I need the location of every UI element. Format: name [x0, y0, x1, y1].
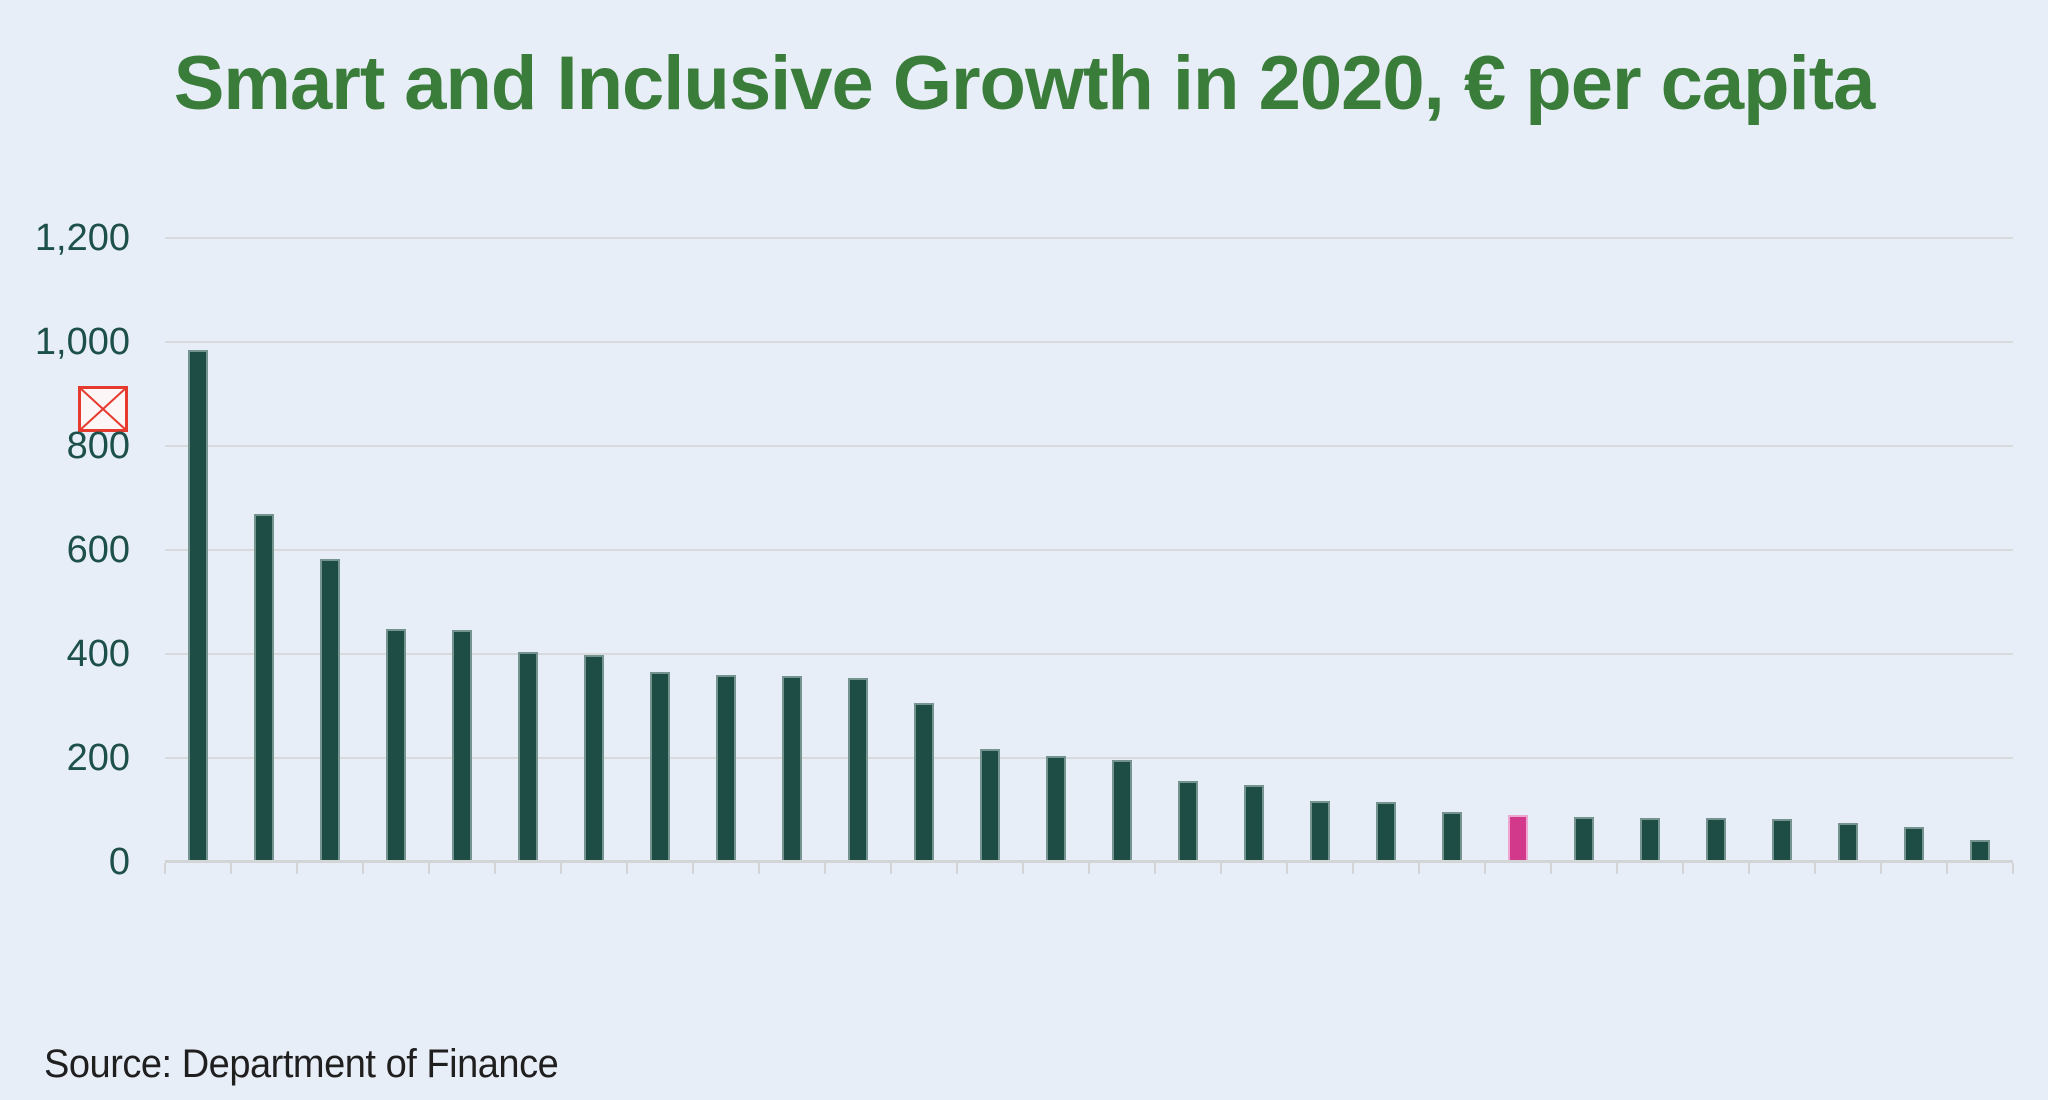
x-axis-tick [1154, 863, 1156, 874]
gridline [165, 237, 2013, 239]
broken-image-icon [78, 386, 128, 432]
x-axis-line [165, 860, 2013, 863]
y-tick-label: 1,000 [34, 321, 130, 363]
bar-chart-plot-area: 1,200 1,000 800 600 400 200 0 [35, 217, 2014, 883]
bar-highlighted [1508, 815, 1528, 860]
bar [848, 678, 868, 860]
bar [1970, 840, 1990, 860]
bar [1574, 817, 1594, 860]
bar [320, 559, 340, 860]
x-axis-tick [1220, 863, 1222, 874]
x-axis-tick [494, 863, 496, 874]
x-axis-tick [296, 863, 298, 874]
source-note: Source: Department of Finance [44, 1042, 559, 1086]
x-axis-tick [824, 863, 826, 874]
x-axis-tick [1748, 863, 1750, 874]
bar [1112, 760, 1132, 860]
bar [518, 652, 538, 860]
x-axis-tick [1814, 863, 1816, 874]
x-axis-tick [1880, 863, 1882, 874]
x-axis-tick [362, 863, 364, 874]
bar [254, 514, 274, 860]
y-tick-label: 400 [66, 633, 130, 675]
bar [1244, 785, 1264, 860]
bar [1376, 802, 1396, 860]
bar [188, 350, 208, 860]
x-axis-tick [560, 863, 562, 874]
x-axis-tick [758, 863, 760, 874]
bar [386, 629, 406, 860]
gridline [165, 445, 2013, 447]
bar [782, 676, 802, 860]
bar [1442, 812, 1462, 860]
bar [980, 749, 1000, 860]
x-axis-tick [1550, 863, 1552, 874]
x-axis-tick [890, 863, 892, 874]
gridline [165, 757, 2013, 759]
y-tick-label: 0 [108, 841, 130, 883]
bar [452, 630, 472, 860]
bar [650, 672, 670, 860]
x-axis-tick [692, 863, 694, 874]
bar [1904, 827, 1924, 860]
x-axis-tick [164, 863, 166, 874]
x-axis-tick [1682, 863, 1684, 874]
chart-title: Smart and Inclusive Growth in 2020, € pe… [173, 41, 1876, 126]
x-axis-tick [1418, 863, 1420, 874]
bar [1178, 781, 1198, 860]
x-axis-tick [1352, 863, 1354, 874]
x-axis-tick [956, 863, 958, 874]
x-axis-tick [1286, 863, 1288, 874]
bar [1772, 819, 1792, 860]
y-tick-label: 600 [66, 529, 130, 571]
x-axis-tick [2012, 863, 2014, 874]
y-tick-label: 800 [66, 425, 130, 467]
bar [584, 655, 604, 860]
x-axis-tick [1946, 863, 1948, 874]
bar [1310, 801, 1330, 860]
x-axis-tick [230, 863, 232, 874]
bar [1706, 818, 1726, 860]
bar [716, 675, 736, 860]
bar [1046, 756, 1066, 860]
x-axis-tick [428, 863, 430, 874]
gridline [165, 341, 2013, 343]
bar [1838, 823, 1858, 860]
x-axis-tick [1484, 863, 1486, 874]
y-tick-label: 1,200 [34, 217, 130, 259]
bar [914, 703, 934, 860]
x-axis-tick [1022, 863, 1024, 874]
gridline [165, 653, 2013, 655]
y-tick-label: 200 [66, 737, 130, 779]
bar [1640, 818, 1660, 860]
x-axis-tick [626, 863, 628, 874]
x-axis-tick [1616, 863, 1618, 874]
gridline [165, 549, 2013, 551]
x-axis-tick [1088, 863, 1090, 874]
